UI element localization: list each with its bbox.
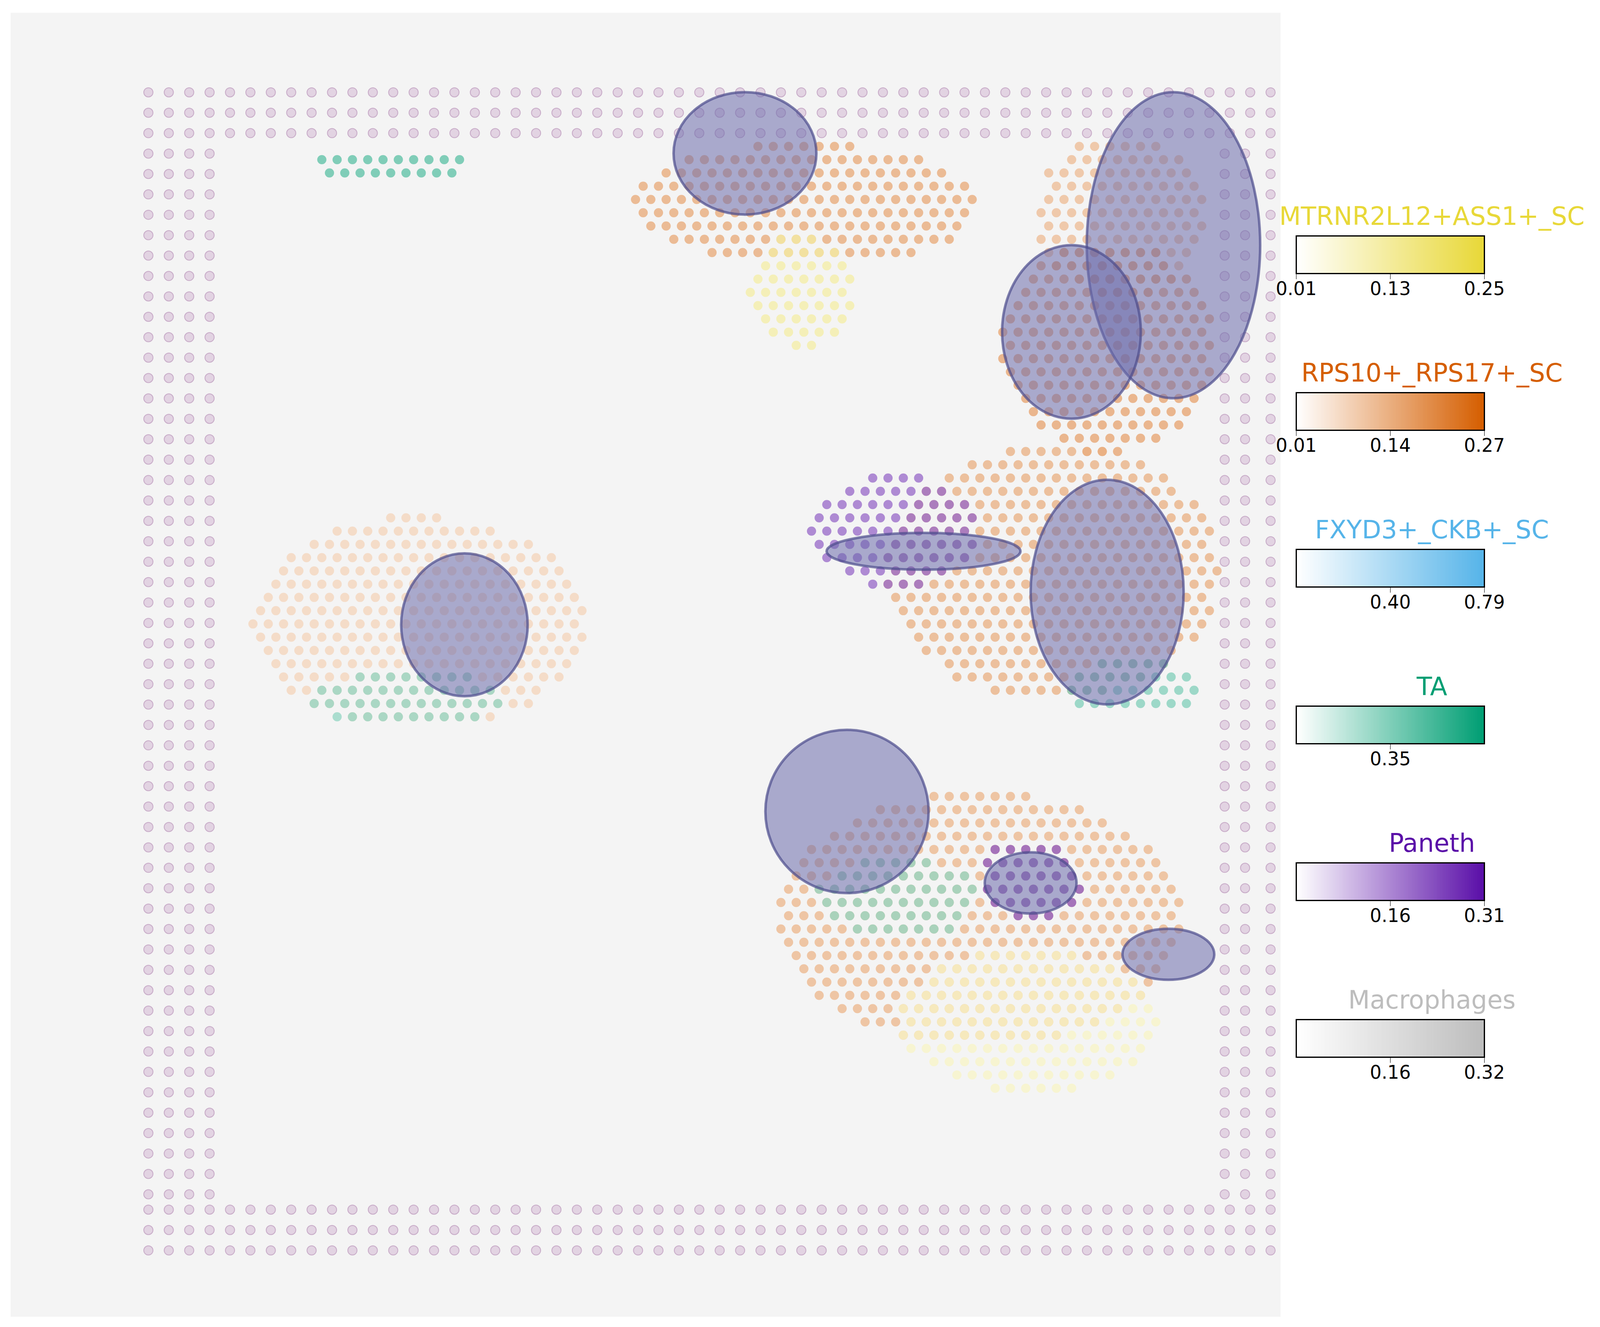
svg-text:0.16: 0.16 <box>1370 905 1412 927</box>
svg-text:0.16: 0.16 <box>1370 1061 1412 1084</box>
svg-text:0.01: 0.01 <box>1275 434 1317 457</box>
svg-text:0.14: 0.14 <box>1370 434 1412 457</box>
html-text:RPS10+_RPS17+_SC: RPS10+_RPS17+_SC <box>1301 358 1563 388</box>
html-text:MTRNR2L12+ASS1+_SC: MTRNR2L12+ASS1+_SC <box>1279 201 1585 231</box>
svg-text:0.25: 0.25 <box>1464 278 1506 300</box>
html-text:Paneth: Paneth <box>1388 828 1476 858</box>
svg-text:0.79: 0.79 <box>1464 591 1506 613</box>
svg-text:0.32: 0.32 <box>1464 1061 1506 1084</box>
html-text:TA: TA <box>1416 671 1448 702</box>
svg-text:0.13: 0.13 <box>1370 278 1412 300</box>
html-text:Macrophages: Macrophages <box>1348 985 1516 1015</box>
html-text:FXYD3+_CKB+_SC: FXYD3+_CKB+_SC <box>1314 515 1549 545</box>
svg-text:0.35: 0.35 <box>1370 748 1412 770</box>
svg-text:0.27: 0.27 <box>1464 434 1506 457</box>
svg-text:0.40: 0.40 <box>1370 591 1412 613</box>
svg-text:0.01: 0.01 <box>1275 278 1317 300</box>
svg-text:0.31: 0.31 <box>1464 905 1506 927</box>
